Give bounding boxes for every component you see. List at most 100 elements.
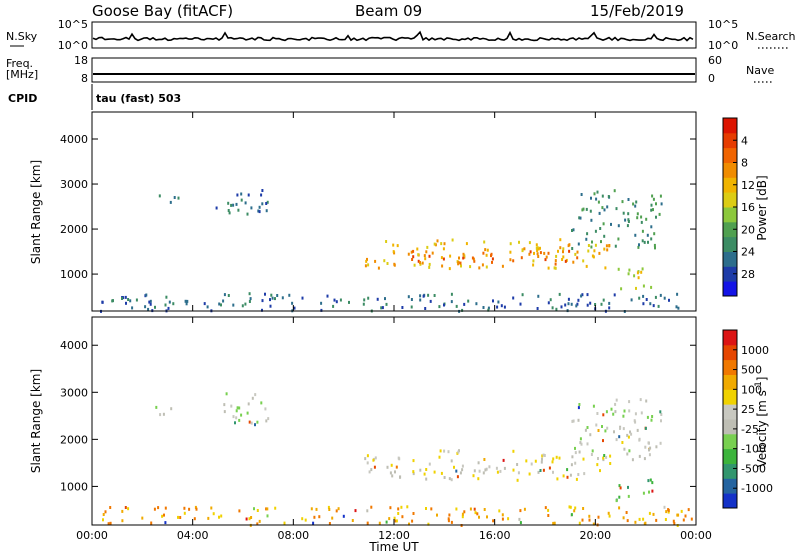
range-gate-cell [461, 464, 464, 468]
range-gate-cell [520, 256, 523, 260]
range-gate-cell [512, 259, 515, 263]
range-gate-cell [627, 435, 630, 439]
range-gate-cell [475, 302, 478, 306]
range-gate-cell [687, 508, 690, 512]
range-gate-cell [518, 517, 521, 521]
range-gate-cell [571, 247, 574, 250]
nsky-frame [91, 21, 697, 49]
range-gate-cell [618, 495, 621, 499]
range-gate-cell [571, 419, 574, 423]
range-gate-cell [554, 259, 557, 263]
range-gate-cell [615, 207, 618, 211]
range-gate-cell [644, 445, 647, 449]
range-gate-cell [473, 507, 476, 511]
range-gate-cell [596, 412, 599, 415]
range-gate-cell [391, 474, 394, 478]
range-gate-cell [500, 304, 503, 308]
range-gate-cell [250, 421, 253, 425]
range-gate-cell [127, 507, 130, 511]
x-tick-label: 16:00 [479, 529, 511, 542]
range-gate-cell [519, 509, 522, 513]
range-gate-cell [525, 459, 528, 463]
range-gate-cell [421, 261, 424, 265]
range-gate-cell [652, 512, 655, 516]
range-gate-cell [618, 435, 621, 439]
range-gate-cell [478, 515, 480, 519]
range-gate-cell [580, 193, 583, 196]
range-gate-cell [312, 521, 315, 525]
range-gate-cell [544, 506, 547, 510]
range-gate-cell [195, 507, 198, 511]
range-gate-cell [320, 308, 323, 312]
range-gate-cell [484, 248, 487, 252]
beam-title: Beam 09 [355, 2, 422, 20]
range-gate-cell [193, 517, 196, 521]
range-gate-cell [461, 308, 464, 312]
range-gate-cell [512, 296, 515, 300]
range-gate-cell [487, 308, 490, 312]
range-gate-cell [412, 470, 415, 474]
range-gate-cell [194, 505, 197, 509]
range-gate-cell [472, 474, 475, 478]
range-gate-cell [383, 259, 386, 263]
cpid-panel: CPID tau (fast) 503 [8, 84, 181, 110]
range-gate-cell [102, 518, 104, 522]
x-tick-label: 00:00 [76, 529, 108, 542]
range-gate-cell [291, 301, 294, 305]
range-gate-cell [555, 455, 558, 459]
range-gate-cell [150, 521, 153, 525]
range-gate-cell [248, 420, 251, 424]
station-title: Goose Bay (fitACF) [92, 2, 233, 20]
range-gate-cell [562, 247, 565, 251]
range-gate-cell [579, 216, 582, 220]
range-gate-cell [443, 449, 446, 453]
nsearch-tick-bottom: 10^0 [708, 39, 738, 52]
range-gate-cell [641, 239, 644, 243]
nsky-panel: N.Sky 10^5 10^0 10^5 10^0 N.Search [6, 18, 796, 52]
range-gate-cell [386, 465, 389, 469]
range-gate-cell [496, 305, 499, 309]
range-gate-cell [483, 508, 486, 511]
range-gate-cell [636, 216, 639, 220]
range-gate-cell [592, 522, 595, 526]
range-gate-cell [621, 200, 624, 204]
range-gate-cell [433, 294, 436, 297]
y-tick-label: 1000 [60, 480, 88, 493]
colorbar-swatch [723, 493, 737, 509]
nave-tick-top: 60 [708, 54, 722, 67]
range-gate-cell [365, 259, 368, 263]
range-gate-cell [131, 306, 134, 310]
range-gate-cell [547, 301, 550, 305]
range-gate-cell [571, 455, 574, 459]
range-gate-cell [572, 228, 575, 232]
range-gate-cell [568, 243, 571, 247]
range-gate-cell [220, 303, 222, 307]
range-gate-cell [380, 306, 383, 310]
range-gate-cell [650, 208, 653, 212]
range-gate-cell [630, 298, 633, 302]
range-gate-cell [591, 449, 594, 453]
range-gate-cell [274, 506, 277, 510]
time-axis-label: Time UT [368, 540, 419, 554]
range-gate-cell [581, 293, 584, 297]
range-gate-cell [663, 296, 666, 300]
range-gate-cell [249, 297, 252, 301]
range-gate-cell [188, 507, 191, 511]
range-gate-cell [589, 301, 592, 305]
range-gate-cell [580, 294, 583, 298]
range-gate-cell [235, 202, 238, 206]
colorbar-swatch [723, 177, 737, 193]
range-gate-cell [436, 513, 438, 517]
range-gate-cell [562, 250, 564, 254]
range-gate-cell [552, 521, 555, 525]
range-gate-cell [265, 209, 268, 213]
range-gate-cell [313, 515, 316, 519]
range-gate-cell [654, 246, 656, 250]
range-gate-cell [552, 470, 554, 474]
range-gate-cell [274, 297, 276, 301]
range-gate-cell [315, 507, 318, 511]
range-gate-cell [528, 252, 531, 256]
range-gate-cell [246, 411, 249, 415]
range-gate-cell [381, 306, 384, 310]
